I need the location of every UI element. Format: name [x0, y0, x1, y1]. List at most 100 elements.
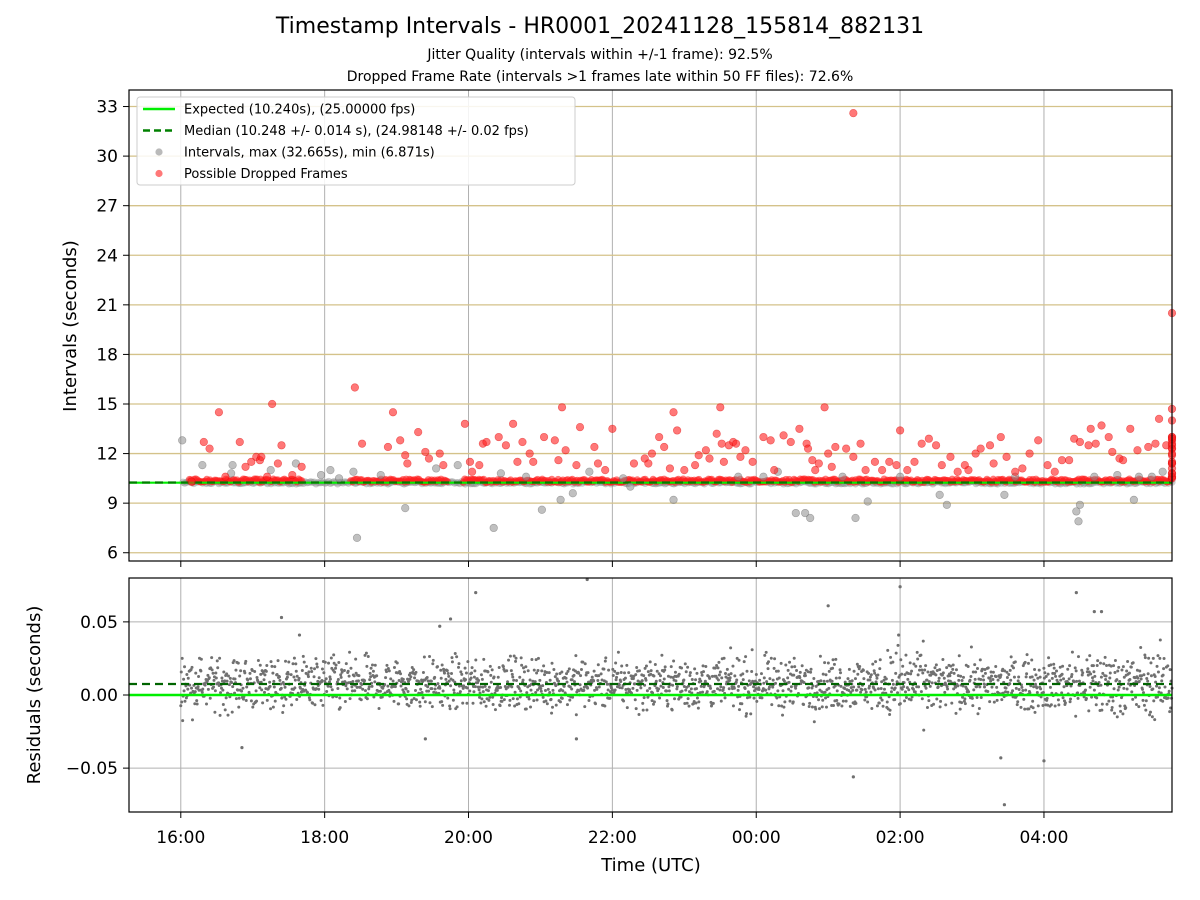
residual-point	[961, 684, 965, 688]
dropped-point	[1034, 436, 1043, 445]
residual-point	[637, 713, 641, 717]
residual-point	[425, 675, 429, 679]
residual-point	[1105, 664, 1109, 668]
residual-point	[392, 699, 396, 703]
residual-point	[838, 668, 842, 672]
residual-point	[325, 689, 329, 693]
residual-point	[223, 679, 227, 683]
residual-point	[1149, 674, 1153, 678]
residual-point	[1108, 671, 1112, 675]
residual-point	[1011, 666, 1015, 670]
residual-point	[343, 700, 347, 704]
residual-point	[215, 659, 219, 663]
residual-point	[595, 687, 599, 691]
residual-point	[649, 672, 653, 676]
residual-point	[452, 688, 456, 692]
residual-point	[1076, 655, 1080, 659]
top-y-axis-label: Intervals (seconds)	[60, 240, 81, 412]
residual-point	[1023, 660, 1027, 664]
residual-point	[879, 686, 883, 690]
interval-point	[326, 466, 335, 475]
residual-point	[305, 691, 309, 695]
residual-point	[702, 670, 706, 674]
residual-point	[1050, 676, 1054, 680]
residual-point	[729, 672, 733, 676]
residual-point	[727, 673, 731, 677]
residual-point	[605, 682, 609, 686]
interval-point	[401, 504, 410, 513]
residual-point	[983, 685, 987, 689]
residual-point	[1104, 678, 1108, 682]
dropped-point	[690, 461, 700, 470]
residual-point	[880, 698, 884, 702]
dropped-point	[529, 457, 538, 466]
residual-point	[329, 656, 333, 660]
residual-point	[731, 704, 735, 708]
residual-point	[835, 689, 839, 693]
residual-point	[577, 671, 581, 675]
dropped-point	[842, 444, 851, 453]
residual-point	[942, 676, 946, 680]
residual-point	[359, 698, 363, 702]
residual-point	[994, 665, 998, 669]
residual-point	[791, 700, 795, 704]
residual-point	[1168, 710, 1172, 714]
residual-point	[977, 706, 981, 710]
residual-point	[644, 664, 648, 668]
bottom-y-tick-label: 0.05	[80, 613, 118, 633]
residual-point	[262, 678, 266, 682]
residual-point	[623, 676, 627, 680]
residual-point	[295, 698, 299, 702]
residual-point	[294, 669, 298, 673]
residual-point	[732, 686, 736, 690]
dropped-point	[1011, 467, 1020, 476]
residual-point	[554, 703, 558, 707]
residual-point	[535, 671, 539, 675]
residual-point	[481, 690, 485, 694]
residual-point	[831, 658, 835, 662]
residual-point	[657, 687, 661, 691]
residual-point	[837, 702, 841, 706]
residual-point	[827, 669, 831, 673]
residual-point	[847, 667, 851, 671]
residual-point	[606, 688, 610, 692]
residual-point	[221, 702, 225, 706]
residual-point	[408, 671, 412, 675]
residual-point	[744, 714, 748, 718]
residual-point	[611, 667, 615, 671]
residual-point	[862, 677, 866, 681]
residual-point	[930, 681, 934, 685]
residual-point	[901, 664, 905, 668]
residual-point	[1148, 684, 1152, 688]
residual-point	[667, 689, 671, 693]
residual-point	[524, 707, 528, 711]
residual-point	[1161, 673, 1165, 677]
residual-point	[603, 704, 607, 708]
residual-point	[915, 650, 919, 654]
residual-point	[550, 705, 554, 709]
residual-point	[904, 696, 908, 700]
residual-point	[536, 668, 540, 672]
residual-point	[599, 672, 603, 676]
residual-point	[286, 672, 290, 676]
residual-point	[565, 680, 569, 684]
dropped-point	[811, 466, 820, 475]
residual-point	[1005, 670, 1009, 674]
residual-point	[246, 678, 250, 682]
residual-point	[1122, 675, 1126, 679]
residual-point	[349, 666, 353, 670]
dropped-point	[561, 446, 570, 455]
residual-point	[934, 673, 938, 677]
residual-point	[782, 679, 786, 683]
residual-point	[613, 688, 617, 692]
residual-point	[370, 684, 374, 688]
residual-point	[1092, 688, 1096, 692]
residual-point	[1131, 661, 1135, 665]
residual-point	[253, 670, 257, 674]
residual-point	[686, 697, 690, 701]
residual-point	[767, 660, 771, 664]
residual-point	[1110, 708, 1114, 712]
dropped-point	[766, 436, 775, 445]
residual-point	[395, 661, 399, 665]
residual-point	[674, 679, 678, 683]
